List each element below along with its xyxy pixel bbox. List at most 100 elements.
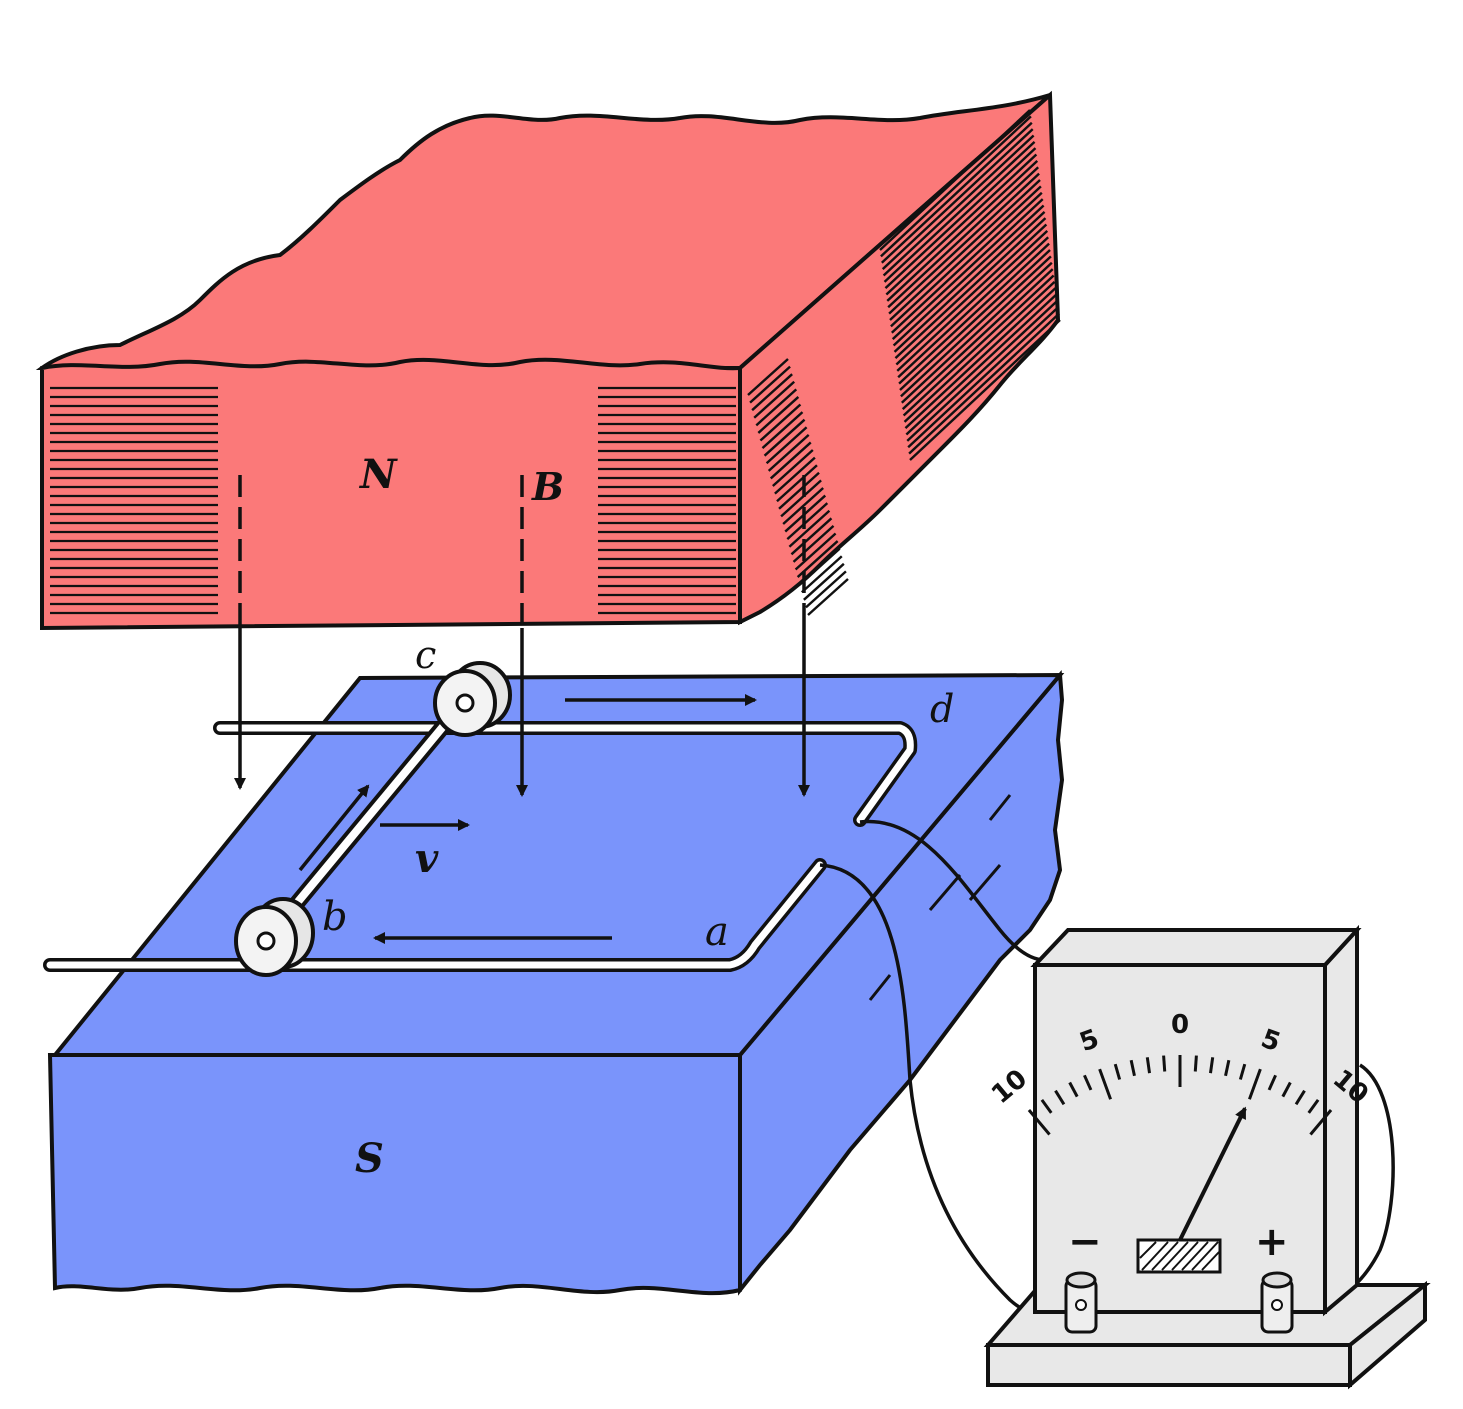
scale-major-tick — [1098, 1068, 1112, 1100]
scale-minor-tick — [1267, 1074, 1277, 1091]
north-front-hatching — [50, 386, 736, 615]
hatch-line — [761, 411, 804, 449]
north-magnet — [35, 90, 1061, 631]
label-velocity: v — [415, 835, 439, 882]
label-point-d: d — [930, 687, 954, 731]
hatch-line — [881, 128, 1034, 270]
scale-minor-tick — [1129, 1059, 1136, 1077]
label-north: N — [358, 451, 398, 498]
hatch-line — [897, 236, 1050, 379]
hatch-line — [883, 140, 1036, 283]
meter-needle — [1178, 1106, 1247, 1241]
scale-minor-tick — [1145, 1057, 1152, 1074]
meter-plus-label: + — [1255, 1219, 1289, 1265]
north-side-hatching — [747, 109, 1061, 616]
galvanometer: 105 0 510 — [983, 924, 1431, 1390]
current-arrows — [298, 694, 757, 944]
scale-minor-tick — [1040, 1098, 1053, 1114]
hatch-line — [782, 487, 824, 525]
current-arrow-rod — [298, 784, 370, 872]
hatch-line — [885, 153, 1038, 296]
scale-minor-tick — [1208, 1057, 1215, 1074]
hatch-line — [749, 365, 791, 404]
minus-terminal — [1064, 1271, 1098, 1334]
scale-minor-tick — [1068, 1081, 1079, 1098]
scale-major-tick — [1027, 1109, 1051, 1136]
hatch-line — [901, 268, 1054, 410]
meter-base-side — [1348, 1280, 1427, 1390]
scale-minor-tick — [1238, 1063, 1247, 1080]
hatch-line — [902, 274, 1055, 417]
hatch-line — [904, 287, 1057, 430]
south-side-shading — [868, 794, 1012, 1001]
hatch-line — [763, 418, 806, 457]
meter-base-front — [986, 1343, 1352, 1387]
hatch-line — [772, 449, 814, 487]
south-magnet-front — [47, 1053, 742, 1296]
hatch-line — [908, 312, 1060, 455]
meter-body-top — [1030, 928, 1362, 967]
scale-minor-tick — [1307, 1098, 1320, 1114]
hatch-line — [767, 433, 810, 472]
hatch-line — [794, 532, 837, 571]
hatch-line — [788, 509, 831, 548]
hatch-line — [798, 547, 841, 586]
label-point-b: b — [322, 894, 348, 940]
label-point-c: c — [415, 633, 436, 677]
hatch-line — [891, 198, 1044, 340]
hatch-line — [895, 223, 1048, 366]
plus-terminal — [1260, 1271, 1294, 1334]
field-lines — [234, 475, 810, 797]
scale-minor-tick — [1294, 1089, 1306, 1106]
hatch-line — [894, 217, 1047, 360]
hatch-line — [889, 179, 1041, 321]
hatch-line — [888, 172, 1040, 315]
label-point-a: a — [705, 909, 729, 955]
hatch-line — [880, 115, 1032, 258]
hatch-line — [903, 280, 1056, 423]
scale-major-tick — [1248, 1068, 1262, 1100]
wheel-bottom — [234, 897, 315, 977]
hatch-line — [905, 293, 1058, 436]
meter-scale-ticks — [1027, 1055, 1333, 1136]
hatch-line — [805, 570, 847, 609]
hatch-line — [769, 441, 812, 480]
hatch-line — [909, 319, 1061, 461]
hatch-line — [807, 578, 849, 616]
scale-label: 10 — [986, 1064, 1033, 1110]
hatch-line — [907, 306, 1060, 449]
label-south: S — [355, 1135, 384, 1182]
hatch-line — [751, 373, 793, 412]
hatch-line — [900, 261, 1053, 404]
hatch-line — [884, 147, 1037, 290]
hatch-line — [803, 562, 845, 601]
hatch-line — [765, 426, 808, 465]
scale-minor-tick — [1193, 1055, 1198, 1072]
sliding-rod — [234, 661, 512, 977]
hatch-line — [786, 502, 829, 541]
label-b-field: B — [531, 464, 564, 509]
scale-minor-tick — [1281, 1081, 1292, 1098]
hatch-line — [892, 204, 1045, 347]
hatch-line — [792, 525, 835, 563]
hatch-line — [780, 479, 822, 518]
scale-label: 0 — [1171, 1010, 1189, 1040]
scale-minor-tick — [1224, 1059, 1231, 1077]
hatch-line — [882, 134, 1035, 277]
scale-minor-tick — [1054, 1089, 1066, 1106]
south-magnet — [47, 669, 1065, 1296]
meter-body-side — [1323, 924, 1359, 1317]
hatch-line — [887, 166, 1040, 309]
wire-to-plus — [859, 819, 1046, 962]
north-magnet-top — [35, 93, 1052, 370]
hatch-line — [899, 249, 1051, 391]
north-magnet-front — [40, 357, 742, 631]
hatch-line — [790, 517, 833, 556]
meter-window — [1136, 1238, 1222, 1274]
hatch-line — [800, 555, 843, 594]
scale-minor-tick — [1162, 1055, 1167, 1072]
scale-minor-tick — [1113, 1063, 1122, 1080]
hatch-line — [755, 388, 798, 427]
hatch-line — [747, 358, 789, 396]
